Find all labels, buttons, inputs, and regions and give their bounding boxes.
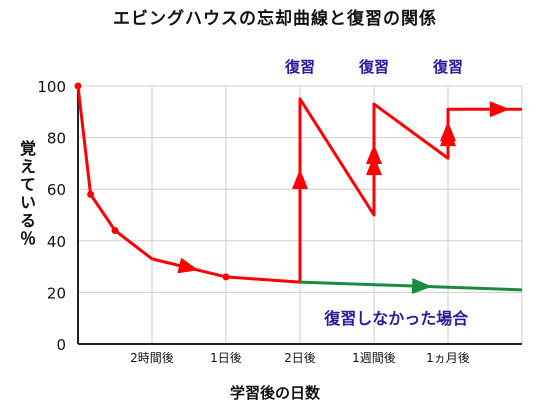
x-axis-label: 学習後の日数: [229, 384, 320, 402]
y-axis-label: 覚えている％: [17, 140, 36, 248]
review-label: 復習: [358, 58, 389, 76]
direction-arrow-head: [411, 277, 433, 294]
review-label: 復習: [284, 58, 315, 76]
y-tick-label: 60: [47, 181, 66, 199]
direction-arrow: [411, 277, 433, 294]
no-review-label: 復習しなかった場合: [323, 309, 469, 328]
y-tick-label: 0: [56, 336, 66, 354]
x-tick-label: 1週間後: [352, 351, 396, 365]
direction-arrow: [292, 169, 308, 190]
direction-arrow-head: [489, 101, 510, 118]
x-tick-label: 1ヵ月後: [426, 351, 470, 365]
direction-arrow-head: [177, 257, 199, 274]
data-point: [74, 82, 82, 90]
chart-title: エビングハウスの忘却曲線と復習の関係: [113, 9, 437, 29]
direction-arrow-head: [292, 169, 308, 190]
review-label: 復習: [432, 58, 463, 76]
direction-arrow: [440, 121, 456, 142]
data-point: [222, 273, 230, 281]
y-tick-label: 80: [47, 130, 66, 148]
direction-arrow-head: [366, 143, 382, 164]
y-tick-label: 40: [47, 233, 66, 251]
direction-arrow: [366, 155, 382, 176]
direction-arrow: [177, 257, 199, 274]
review-curve: [76, 85, 522, 284]
direction-arrow: [489, 101, 510, 118]
data-point: [111, 226, 119, 234]
x-tick-label: 2時間後: [130, 351, 174, 365]
direction-arrow-head: [440, 121, 456, 142]
y-tick-label: 20: [47, 284, 66, 302]
y-tick-label: 100: [37, 78, 66, 96]
x-tick-label: 1日後: [210, 351, 242, 365]
x-tick-label: 2日後: [284, 351, 316, 365]
no-review-curve: [299, 280, 523, 292]
data-point: [87, 190, 95, 198]
direction-arrow: [366, 143, 382, 164]
direction-arrow-head: [366, 155, 382, 176]
